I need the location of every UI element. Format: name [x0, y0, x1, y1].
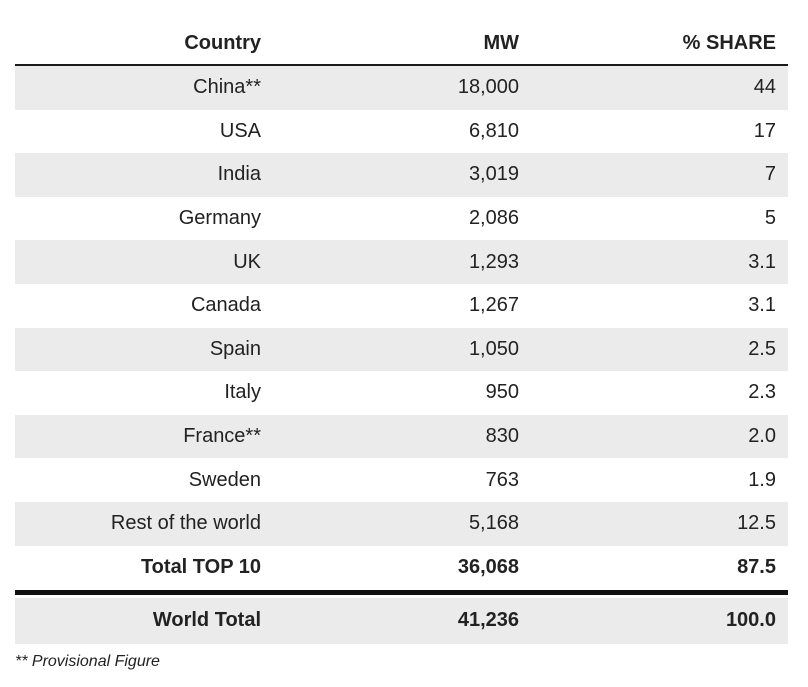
world-total-share: 100.0: [725, 609, 776, 632]
cell-share: 7: [764, 163, 776, 186]
cell-country: Rest of the world: [110, 512, 261, 535]
cell-mw: 830: [485, 425, 519, 448]
cell-country: Spain: [209, 337, 261, 360]
cell-share: 3.1: [748, 250, 776, 273]
total-top10-mw: 36,068: [457, 556, 519, 579]
table-row: India 3,019 7: [15, 153, 788, 197]
table-row: USA 6,810 17: [15, 110, 788, 154]
cell-mw: 1,050: [468, 337, 519, 360]
table-row: UK 1,293 3.1: [15, 240, 788, 284]
table-row: Spain 1,050 2.5: [15, 327, 788, 372]
cell-share: 2.3: [748, 381, 776, 404]
table-row: Italy 950 2.3: [15, 371, 788, 415]
table-row: Germany 2,086 5: [15, 197, 788, 241]
cell-mw: 18,000: [457, 76, 519, 99]
cell-share: 12.5: [737, 512, 776, 535]
cell-share: 44: [753, 76, 776, 99]
cell-share: 17: [753, 119, 776, 142]
cell-country: India: [217, 163, 261, 186]
total-top10-share: 87.5: [737, 556, 776, 579]
header-mw: MW: [483, 31, 519, 54]
cell-mw: 1,293: [468, 250, 519, 273]
cell-mw: 1,267: [468, 294, 519, 317]
cell-mw: 2,086: [468, 207, 519, 230]
total-top10-label: Total TOP 10: [140, 556, 261, 579]
cell-country: France**: [183, 425, 261, 448]
table-row: China** 18,000 44: [15, 66, 788, 110]
table-row: France** 830 2.0: [15, 414, 788, 459]
total-divider: [15, 589, 788, 595]
cell-share: 3.1: [748, 294, 776, 317]
cell-share: 5: [764, 207, 776, 230]
table-row: Canada 1,267 3.1: [15, 284, 788, 328]
world-total-row: World Total 41,236 100.0: [15, 597, 788, 644]
table-body: China** 18,000 44 USA 6,810 17 India 3,019 7 Germ…: [15, 66, 788, 546]
cell-share: 2.5: [748, 337, 776, 360]
cell-mw: 950: [485, 381, 519, 404]
cell-country: Germany: [178, 207, 261, 230]
cell-country: USA: [219, 119, 261, 142]
world-total-mw: 41,236: [457, 609, 519, 632]
cell-mw: 763: [485, 468, 519, 491]
cell-country: Italy: [224, 381, 261, 404]
cell-country: Canada: [190, 294, 261, 317]
header-share: % SHARE: [682, 31, 776, 54]
total-top10-row: Total TOP 10 36,068 87.5: [15, 546, 788, 590]
cell-share: 1.9: [748, 468, 776, 491]
cell-share: 2.0: [748, 425, 776, 448]
cell-mw: 3,019: [468, 163, 519, 186]
cell-mw: 5,168: [468, 512, 519, 535]
table-row: Sweden 763 1.9: [15, 458, 788, 502]
cell-country: China**: [193, 76, 261, 99]
table-header-row: Country MW % SHARE: [15, 22, 788, 66]
header-country: Country: [184, 31, 261, 54]
table-row: Rest of the world 5,168 12.5: [15, 501, 788, 546]
data-table: Country MW % SHARE China** 18,000 44 USA 6,8…: [15, 22, 788, 644]
cell-mw: 6,810: [468, 119, 519, 142]
world-total-label: World Total: [152, 609, 261, 632]
cell-country: Sweden: [188, 468, 261, 491]
cell-country: UK: [233, 250, 261, 273]
footnote: ** Provisional Figure: [15, 653, 160, 670]
